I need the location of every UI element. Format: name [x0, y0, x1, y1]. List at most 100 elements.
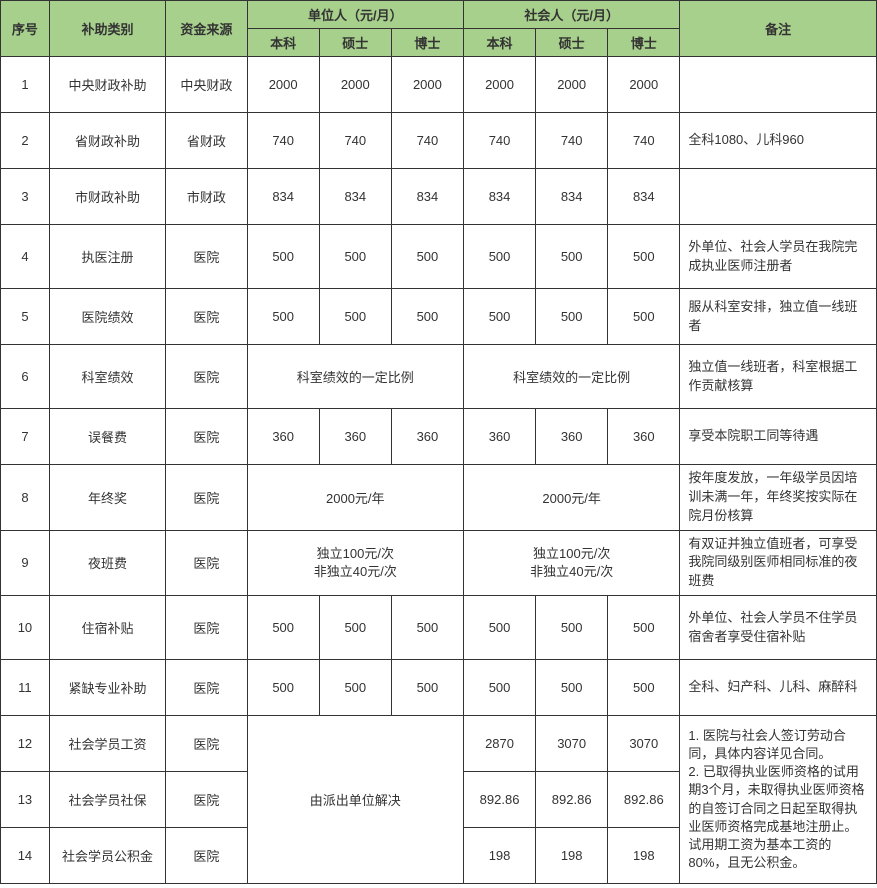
cell-u-d: 500	[391, 596, 463, 660]
cell-note: 有双证并独立值班者，可享受我院同级别医师相同标准的夜班费	[680, 530, 877, 596]
th-unit-group: 单位人（元/月）	[247, 1, 463, 29]
cell-u-m: 500	[319, 289, 391, 345]
th-society-master: 硕士	[536, 29, 608, 57]
table-row: 4 执医注册 医院 500 500 500 500 500 500 外单位、社会…	[1, 225, 877, 289]
cell-cat: 执医注册	[49, 225, 165, 289]
cell-note: 外单位、社会人学员在我院完成执业医师注册者	[680, 225, 877, 289]
cell-seq: 5	[1, 289, 50, 345]
cell-s-b: 740	[463, 113, 535, 169]
cell-s-m: 740	[536, 113, 608, 169]
cell-u-d: 2000	[391, 57, 463, 113]
th-source: 资金来源	[166, 1, 247, 57]
cell-note: 按年度发放，一年级学员因培训未满一年，年终奖按实际在院月份核算	[680, 465, 877, 531]
cell-cat: 夜班费	[49, 530, 165, 596]
cell-u-span: 科室绩效的一定比例	[247, 345, 463, 409]
cell-seq: 2	[1, 113, 50, 169]
cell-u-m: 740	[319, 113, 391, 169]
th-note: 备注	[680, 1, 877, 57]
cell-s-b: 198	[463, 828, 535, 884]
cell-src: 医院	[166, 225, 247, 289]
cell-note: 全科1080、儿科960	[680, 113, 877, 169]
cell-s-b: 500	[463, 596, 535, 660]
cell-cat: 社会学员社保	[49, 772, 165, 828]
cell-src: 医院	[166, 716, 247, 772]
cell-src: 中央财政	[166, 57, 247, 113]
th-category: 补助类别	[49, 1, 165, 57]
cell-s-d: 892.86	[608, 772, 680, 828]
cell-cat: 中央财政补助	[49, 57, 165, 113]
cell-s-b: 2870	[463, 716, 535, 772]
cell-u-d: 500	[391, 660, 463, 716]
cell-s-m: 500	[536, 660, 608, 716]
cell-note	[680, 57, 877, 113]
cell-cat: 省财政补助	[49, 113, 165, 169]
cell-u-b: 500	[247, 225, 319, 289]
table-header: 序号 补助类别 资金来源 单位人（元/月） 社会人（元/月） 备注 本科 硕士 …	[1, 1, 877, 57]
cell-u-b: 740	[247, 113, 319, 169]
cell-seq: 8	[1, 465, 50, 531]
cell-src: 医院	[166, 289, 247, 345]
cell-u-span: 2000元/年	[247, 465, 463, 531]
cell-s-d: 834	[608, 169, 680, 225]
cell-s-b: 2000	[463, 57, 535, 113]
cell-s-span: 2000元/年	[463, 465, 679, 531]
cell-s-d: 500	[608, 225, 680, 289]
cell-s-b: 892.86	[463, 772, 535, 828]
cell-s-b: 500	[463, 225, 535, 289]
cell-s-m: 500	[536, 225, 608, 289]
cell-cat: 年终奖	[49, 465, 165, 531]
cell-seq: 12	[1, 716, 50, 772]
th-society-bachelor: 本科	[463, 29, 535, 57]
cell-u-m: 500	[319, 225, 391, 289]
cell-s-b: 834	[463, 169, 535, 225]
th-society-doctor: 博士	[608, 29, 680, 57]
cell-seq: 6	[1, 345, 50, 409]
table-row: 2 省财政补助 省财政 740 740 740 740 740 740 全科10…	[1, 113, 877, 169]
cell-u-d: 500	[391, 225, 463, 289]
cell-src: 医院	[166, 772, 247, 828]
cell-src: 医院	[166, 596, 247, 660]
cell-note-3row: 1. 医院与社会人签订劳动合同，具体内容详见合同。 2. 已取得执业医师资格的试…	[680, 716, 877, 884]
table-row: 1 中央财政补助 中央财政 2000 2000 2000 2000 2000 2…	[1, 57, 877, 113]
cell-u-b: 360	[247, 409, 319, 465]
cell-s-d: 740	[608, 113, 680, 169]
cell-u-m: 360	[319, 409, 391, 465]
cell-s-d: 360	[608, 409, 680, 465]
cell-seq: 11	[1, 660, 50, 716]
cell-seq: 1	[1, 57, 50, 113]
cell-s-b: 360	[463, 409, 535, 465]
cell-u-b: 834	[247, 169, 319, 225]
cell-src: 省财政	[166, 113, 247, 169]
table-row: 3 市财政补助 市财政 834 834 834 834 834 834	[1, 169, 877, 225]
cell-s-m: 2000	[536, 57, 608, 113]
cell-s-b: 500	[463, 289, 535, 345]
cell-s-m: 500	[536, 596, 608, 660]
table-row: 9 夜班费 医院 独立100元/次 非独立40元/次 独立100元/次 非独立4…	[1, 530, 877, 596]
cell-seq: 4	[1, 225, 50, 289]
table-row: 8 年终奖 医院 2000元/年 2000元/年 按年度发放，一年级学员因培训未…	[1, 465, 877, 531]
cell-cat: 医院绩效	[49, 289, 165, 345]
cell-s-d: 3070	[608, 716, 680, 772]
cell-u-m: 500	[319, 660, 391, 716]
cell-src: 医院	[166, 660, 247, 716]
th-unit-master: 硕士	[319, 29, 391, 57]
cell-s-d: 500	[608, 660, 680, 716]
cell-s-d: 2000	[608, 57, 680, 113]
cell-s-span: 独立100元/次 非独立40元/次	[463, 530, 679, 596]
table-row: 5 医院绩效 医院 500 500 500 500 500 500 服从科室安排…	[1, 289, 877, 345]
cell-note: 外单位、社会人学员不住学员宿舍者享受住宿补贴	[680, 596, 877, 660]
cell-s-d: 198	[608, 828, 680, 884]
cell-s-m: 198	[536, 828, 608, 884]
cell-cat: 紧缺专业补助	[49, 660, 165, 716]
cell-note: 独立值一线班者，科室根据工作贡献核算	[680, 345, 877, 409]
cell-cat: 社会学员工资	[49, 716, 165, 772]
cell-seq: 14	[1, 828, 50, 884]
cell-note	[680, 169, 877, 225]
th-society-group: 社会人（元/月）	[463, 1, 679, 29]
cell-note: 全科、妇产科、儿科、麻醉科	[680, 660, 877, 716]
cell-seq: 3	[1, 169, 50, 225]
cell-seq: 10	[1, 596, 50, 660]
cell-u-b: 500	[247, 596, 319, 660]
cell-s-span: 科室绩效的一定比例	[463, 345, 679, 409]
cell-u-m: 2000	[319, 57, 391, 113]
